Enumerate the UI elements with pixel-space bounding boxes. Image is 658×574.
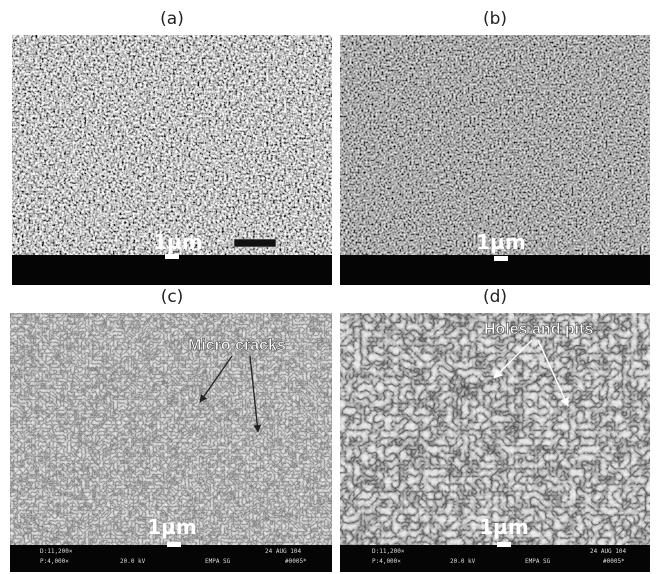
scale-bar [167, 542, 181, 547]
info-text: #0005* [285, 558, 307, 565]
info-text: D:11,200× [40, 548, 73, 555]
sem-image [12, 35, 332, 255]
info-text: EMPA SG [205, 558, 231, 565]
info-bar [340, 545, 650, 572]
arrow [199, 355, 233, 403]
scale-bar-label: 1µm [153, 230, 202, 254]
sem-image [10, 313, 332, 545]
info-text: 20.0 kV [450, 558, 476, 565]
panel-label: (b) [483, 9, 507, 29]
arrow [249, 355, 262, 433]
panel-label: (d) [483, 287, 507, 307]
info-text: D:11,200× [372, 548, 405, 555]
scale-bar-label: 1µm [147, 515, 196, 539]
scale-bar [165, 254, 179, 259]
info-text: 20.0 kV [120, 558, 146, 565]
panel-label: (a) [160, 9, 184, 29]
arrow [537, 339, 569, 407]
info-text: P:4,000× [372, 558, 401, 565]
scale-bar [497, 542, 511, 547]
annotation: Holes and pits [484, 321, 593, 338]
scale-bar [494, 256, 508, 261]
info-bar [10, 545, 332, 572]
sem-image [340, 35, 650, 255]
scale-box [233, 238, 277, 248]
sem-image [340, 313, 650, 545]
scale-bar-label: 1µm [476, 230, 525, 254]
annotation: Micro cracks [188, 337, 286, 354]
scale-bar-label: 1µm [479, 515, 528, 539]
arrow [493, 339, 533, 379]
info-text: P:4,000× [40, 558, 69, 565]
info-text: EMPA SG [525, 558, 551, 565]
info-bar [12, 255, 332, 285]
panel-label: (c) [161, 287, 184, 307]
info-text: 24 AUG 104 [590, 548, 627, 555]
info-text: #0005* [603, 558, 625, 565]
info-text: 24 AUG 104 [265, 548, 302, 555]
